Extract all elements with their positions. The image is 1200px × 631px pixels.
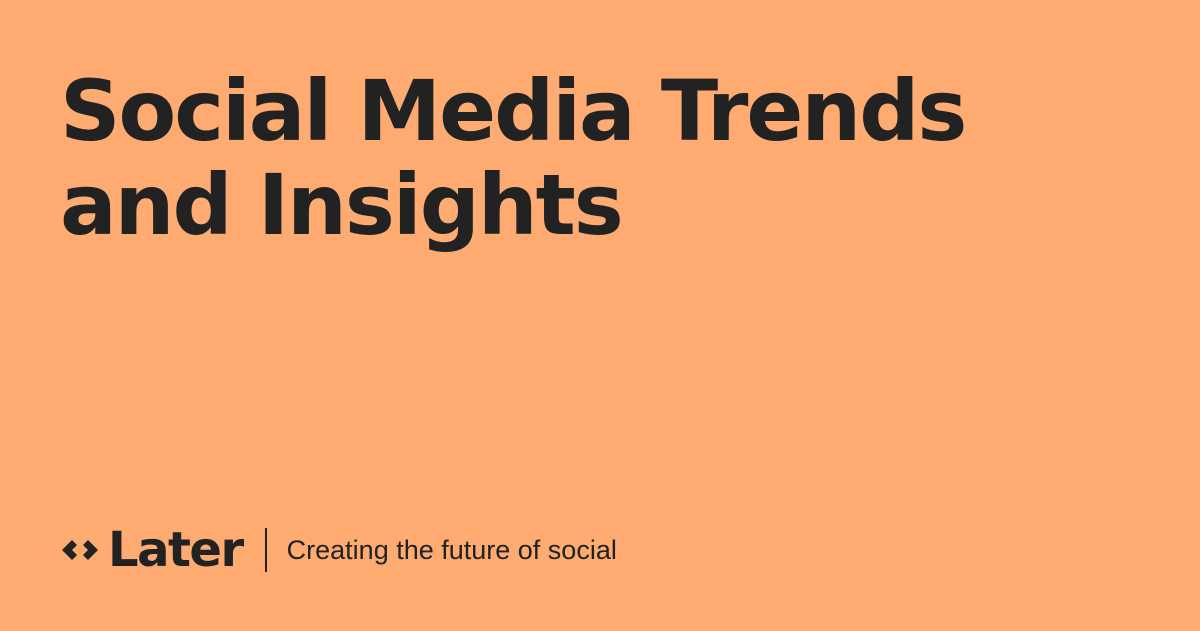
footer-divider: [264, 528, 267, 572]
page-title: Social Media Trends and Insights: [60, 64, 1140, 252]
headline-line-2: and Insights: [60, 156, 624, 255]
brand-logo: Later: [60, 522, 244, 578]
brand-name: Later: [108, 522, 244, 578]
brand-footer: Later Creating the future of social: [60, 520, 617, 580]
headline-line-1: Social Media Trends: [60, 62, 967, 160]
later-logo-icon: [62, 540, 98, 560]
brand-tagline: Creating the future of social: [286, 534, 617, 565]
